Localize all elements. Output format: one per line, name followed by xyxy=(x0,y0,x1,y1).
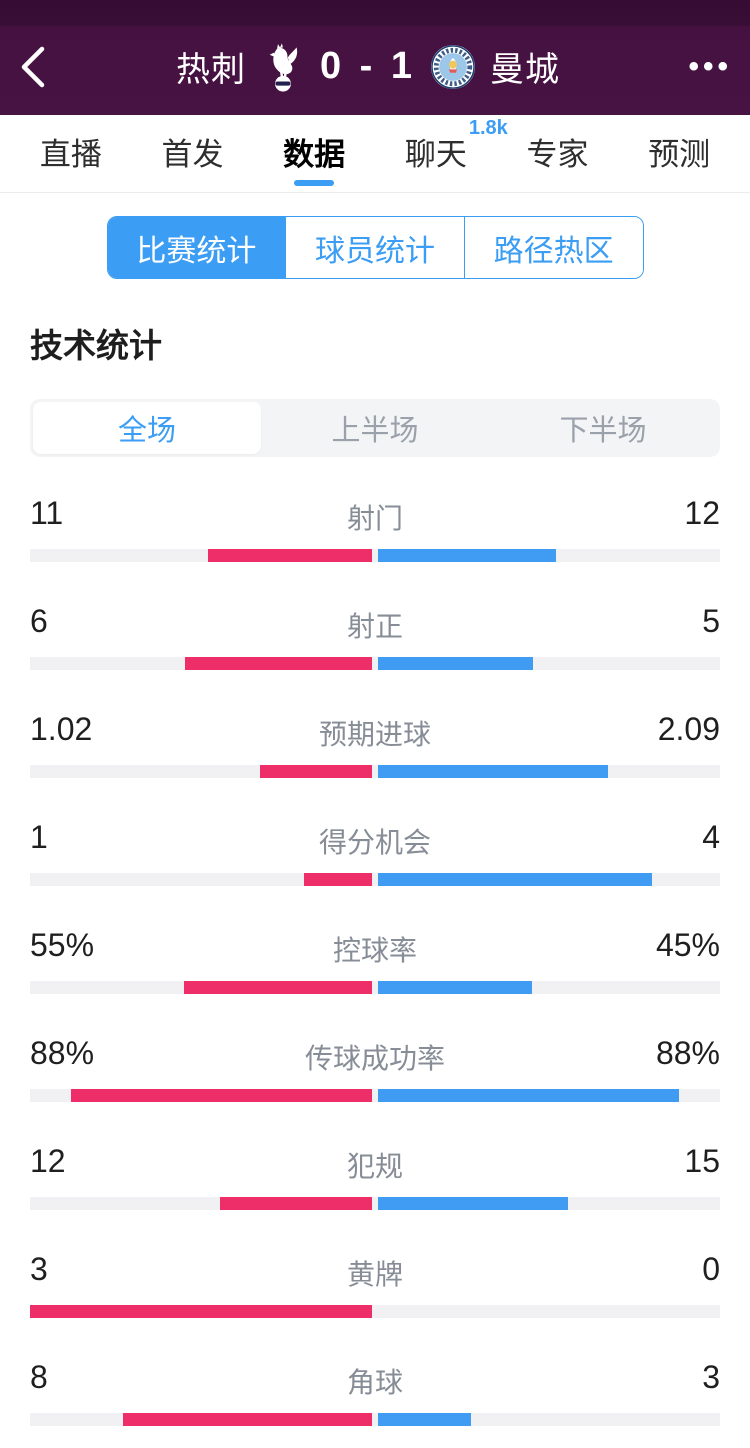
stat-label: 射正 xyxy=(346,611,404,642)
away-stat-bar xyxy=(378,1197,568,1210)
home-stat-value: 1.02 xyxy=(30,711,93,747)
home-team-name: 热刺 xyxy=(175,51,246,89)
home-stat-bar xyxy=(183,981,372,994)
away-stat-bar xyxy=(378,657,534,670)
home-stat-value: 11 xyxy=(30,495,64,531)
away-stat-value: 15 xyxy=(684,1143,720,1179)
stat-row: 1.02 预期进球 2.09 xyxy=(30,687,720,795)
stat-label: 角球 xyxy=(346,1367,404,1398)
away-stat-value: 45% xyxy=(655,927,720,963)
tab-second-half[interactable]: 下半场 xyxy=(489,402,717,454)
match-score-header: 热刺 0 - 1 xyxy=(74,41,662,93)
stat-bar-track xyxy=(30,1413,720,1426)
stats-list: 11 射门 12 6 射正 5 1.02 预期进球 2.09 xyxy=(30,471,720,1443)
away-stat-value: 3 xyxy=(702,1359,720,1395)
stat-bar-track xyxy=(30,657,720,670)
away-stat-bar xyxy=(378,981,532,994)
more-options-icon[interactable]: ••• xyxy=(662,32,732,102)
stat-label: 犯规 xyxy=(346,1151,404,1182)
home-stat-bar xyxy=(303,873,372,886)
home-stat-value: 1 xyxy=(30,819,48,855)
section-title: 技术统计 xyxy=(30,327,162,364)
stat-row: 11 射门 12 xyxy=(30,471,720,579)
match-score: 0 - 1 xyxy=(319,45,417,87)
away-stat-bar xyxy=(378,1413,472,1426)
tab-experts[interactable]: 专家 xyxy=(526,137,589,172)
tab-match-stats[interactable]: 比赛统计 xyxy=(107,217,286,278)
away-stat-value: 2.09 xyxy=(657,711,720,747)
stat-bar-track xyxy=(30,1089,720,1102)
home-stat-bar xyxy=(185,657,372,670)
tab-full-match[interactable]: 全场 xyxy=(33,402,261,454)
stat-label: 预期进球 xyxy=(318,719,432,750)
away-stat-value: 0 xyxy=(702,1251,720,1287)
stat-row: 12 犯规 15 xyxy=(30,1119,720,1227)
stat-row: 6 射正 5 xyxy=(30,579,720,687)
home-stat-value: 12 xyxy=(30,1143,66,1179)
home-stat-bar xyxy=(208,549,372,562)
stat-bar-track xyxy=(30,549,720,562)
tab-chat[interactable]: 聊天 1.8k xyxy=(404,117,508,172)
home-stat-bar xyxy=(30,1305,372,1318)
away-stat-bar xyxy=(378,1089,679,1102)
home-stat-value: 88% xyxy=(30,1035,95,1071)
home-stat-bar xyxy=(259,765,372,778)
stat-label: 控球率 xyxy=(332,935,418,966)
tab-live[interactable]: 直播 xyxy=(39,137,102,172)
active-tab-underline xyxy=(294,180,335,186)
stat-bar-track xyxy=(30,1197,720,1210)
back-button[interactable] xyxy=(18,32,74,102)
stat-bar-track xyxy=(30,981,720,994)
stat-bar-track xyxy=(30,873,720,886)
stat-row: 3 黄牌 0 xyxy=(30,1227,720,1335)
home-stat-value: 3 xyxy=(30,1251,48,1287)
home-team-logo-icon xyxy=(260,41,306,93)
home-stat-bar xyxy=(220,1197,372,1210)
tab-heatmap[interactable]: 路径热区 xyxy=(463,217,643,278)
tab-data[interactable]: 数据 xyxy=(253,115,375,192)
stat-bar-track xyxy=(30,1305,720,1318)
home-stat-value: 55% xyxy=(30,927,95,963)
stat-row: 1 得分机会 4 xyxy=(30,795,720,903)
stat-label: 射门 xyxy=(346,503,404,534)
stat-label: 黄牌 xyxy=(346,1259,404,1290)
stat-label: 得分机会 xyxy=(318,827,432,858)
away-stat-value: 4 xyxy=(702,819,720,855)
stat-bar-track xyxy=(30,765,720,778)
away-stat-value: 12 xyxy=(684,495,720,531)
stat-row: 8 角球 3 xyxy=(30,1335,720,1443)
chat-count-badge: 1.8k xyxy=(468,117,508,139)
home-stat-value: 8 xyxy=(30,1359,48,1395)
tab-lineups[interactable]: 首发 xyxy=(161,137,224,172)
tab-prediction[interactable]: 预测 xyxy=(648,137,711,172)
nav-tab-bar: 直播 首发 数据 聊天 1.8k 专家 预测 xyxy=(0,115,750,193)
tab-first-half[interactable]: 上半场 xyxy=(261,402,489,454)
match-header: 热刺 0 - 1 xyxy=(0,0,750,115)
home-stat-bar xyxy=(71,1089,372,1102)
tab-player-stats[interactable]: 球员统计 xyxy=(285,217,464,278)
stat-category-tabs: 比赛统计 球员统计 路径热区 xyxy=(106,216,644,279)
away-team-logo-icon xyxy=(430,41,476,93)
away-stat-bar xyxy=(378,765,608,778)
away-stat-value: 5 xyxy=(702,603,720,639)
home-stat-value: 6 xyxy=(30,603,48,639)
away-team-name: 曼城 xyxy=(490,51,561,89)
away-stat-value: 88% xyxy=(655,1035,720,1071)
away-stat-bar xyxy=(378,873,652,886)
stat-label: 传球成功率 xyxy=(304,1043,446,1074)
home-stat-bar xyxy=(123,1413,372,1426)
period-tabs: 全场 上半场 下半场 xyxy=(30,399,720,457)
stat-row: 88% 传球成功率 88% xyxy=(30,1011,720,1119)
stat-row: 55% 控球率 45% xyxy=(30,903,720,1011)
back-chevron-icon xyxy=(21,46,45,87)
away-stat-bar xyxy=(378,549,557,562)
